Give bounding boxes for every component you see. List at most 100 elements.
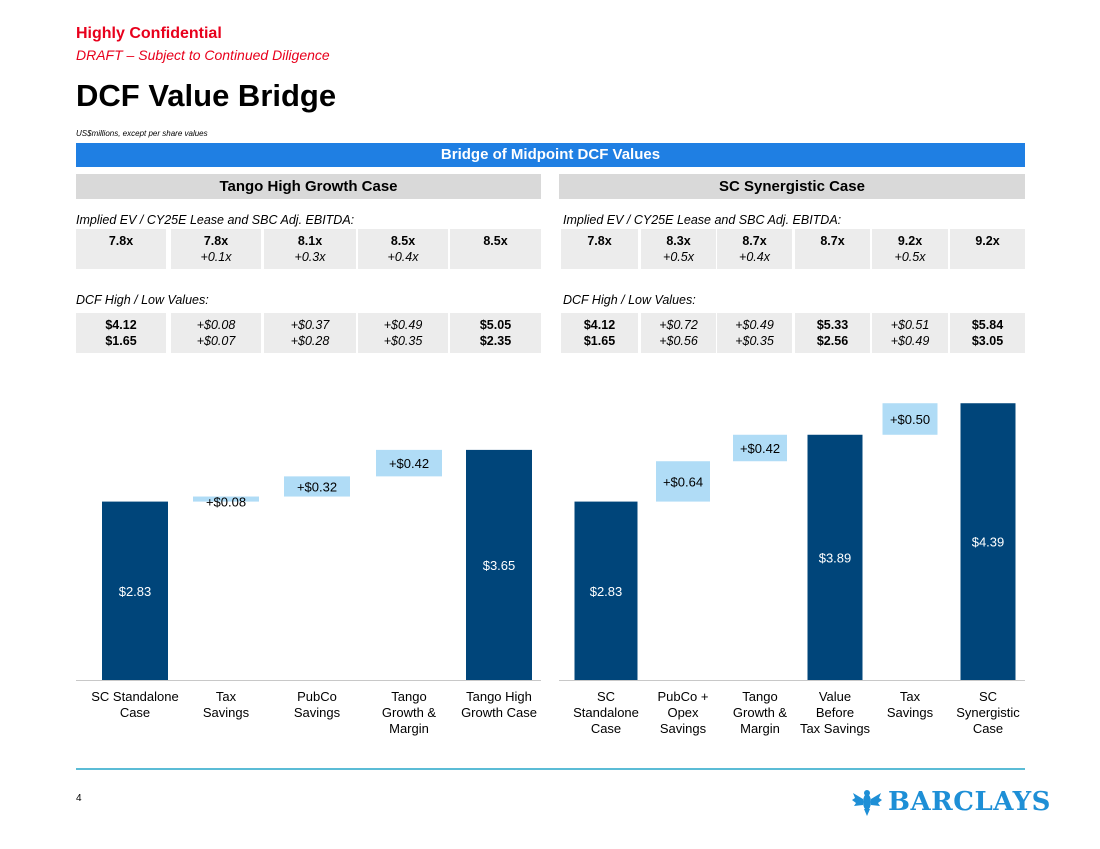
dcf-value-value-top: $4.12 [105,318,137,332]
bar-value-label: +$0.42 [389,456,429,471]
dcf-value-value-bottom: $1.65 [105,334,137,348]
x-tick-label: Tax Savings [202,689,250,720]
case-header-tango: Tango High Growth Case [76,174,541,199]
x-tick-label: Tax Savings [886,689,934,720]
ev-multiple-value-bottom: +0.1x [200,250,232,264]
bar-value-label: +$0.08 [206,495,246,510]
bar-value-label: +$0.32 [297,479,337,494]
bar-value-label: $4.39 [972,535,1005,550]
page-title: DCF Value Bridge [76,78,337,113]
ev-multiple-value-top: 7.8x [203,234,229,248]
dcf-value-value-top: +$0.37 [290,318,330,332]
dcf-value-cell: $4.12 $1.65 [76,313,166,353]
dcf-value-value-top: $5.05 [479,318,512,332]
dcf-value-cell: $4.12 $1.65 [561,313,638,353]
dcf-value-cell: +$0.72 +$0.56 [641,313,716,353]
logo-wordmark: BARCLAYS [888,787,1051,817]
increment-bar [284,476,350,497]
increment-bar [733,434,787,462]
total-bar [807,434,863,680]
dcf-value-value-top: +$0.51 [890,318,930,332]
dcf-value-value-bottom: +$0.35 [735,334,774,348]
x-tick-label: SC Standalone Case [573,689,639,736]
ev-multiple-value-top: 9.2x [897,234,923,248]
increment-bar [882,403,938,435]
ev-multiple-value-top: 8.1x [297,234,323,248]
ev-multiple-value-bottom: +0.3x [294,250,326,264]
ev-multiple-value-bottom: +0.5x [894,250,926,264]
ev-multiple-cell: 8.5x +0.4x [358,229,448,269]
bar-value-label: +$0.64 [663,474,703,489]
dcf-value-value-top: +$0.72 [659,318,698,332]
ev-multiple-value-bottom: +0.5x [663,250,694,264]
dcf-value-value-bottom: +$0.28 [290,334,330,348]
x-tick-label: Tango Growth & Margin [381,689,437,736]
bar-value-label: $2.83 [119,584,152,599]
dcf-value-cell: +$0.37 +$0.28 [264,313,356,353]
dcf-value-cell: +$0.49 +$0.35 [358,313,448,353]
dcf-value-value-bottom: +$0.35 [383,334,423,348]
x-tick-label: SC Standalone Case [91,689,179,720]
x-tick-label: PubCo + Opex Savings [657,689,709,736]
dcf-value-value-top: +$0.49 [383,318,423,332]
ev-multiple-value-top: 8.5x [483,234,508,248]
ev-multiple-value-top: 8.7x [742,234,767,248]
dcf-value-cell: $5.84 $3.05 [950,313,1025,353]
ev-multiple-cell: 9.2x [950,229,1025,269]
ev-multiple-value-top: 8.5x [390,234,416,248]
dcf-value-value-top: +$0.08 [196,318,236,332]
footer-rule [76,768,1025,770]
ev-multiple-value-top: 7.8x [587,234,612,248]
confidentiality-label: Highly Confidential [76,25,222,42]
dcf-value-value-top: $5.33 [816,318,849,332]
dcf-value-cell: +$0.08 +$0.07 [171,313,261,353]
ev-multiple-cell: 8.3x +0.5x [641,229,716,269]
dcf-value-value-top: $5.84 [971,318,1004,332]
barclays-logo: BARCLAYS [852,782,1051,822]
case-header-synergistic: SC Synergistic Case [559,174,1025,199]
ev-multiple-value-top: 8.7x [820,234,845,248]
bar-value-label: +$0.50 [890,412,930,427]
eagle-icon [852,790,882,816]
dcf-value-value-bottom: $2.35 [479,334,512,348]
ev-multiple-cell: 7.8x +0.1x [171,229,261,269]
page-number: 4 [76,793,82,804]
dcf-value-value-bottom: $1.65 [583,334,616,348]
chart-baseline [559,680,1025,681]
dcf-value-cell: $5.05 $2.35 [450,313,541,353]
bar-value-label: $3.65 [483,558,516,573]
bar-value-label: $2.83 [590,584,623,599]
draft-notice: DRAFT – Subject to Continued Diligence [76,47,330,63]
increment-bar [656,461,710,502]
chart-baseline [76,680,541,681]
units-note: US$millions, except per share values [76,129,208,138]
dcf-value-value-bottom: +$0.07 [196,334,236,348]
dcf-value-value-top: $4.12 [583,318,616,332]
section-banner: Bridge of Midpoint DCF Values [76,143,1025,167]
ev-multiple-cell: 8.7x [795,229,870,269]
increment-bar [376,449,442,477]
ev-multiple-value-top: 8.3x [666,234,691,248]
bar-value-label: $3.89 [819,550,852,565]
total-bar [466,449,532,680]
ev-multiple-cell: 8.5x [450,229,541,269]
ev-multiple-cell: 7.8x [76,229,166,269]
total-bar [960,403,1016,680]
x-tick-label: Tango Growth & Margin [732,689,788,736]
increment-bar [193,496,259,502]
ev-multiple-label: Implied EV / CY25E Lease and SBC Adj. EB… [563,213,842,227]
x-tick-label: Value Before Tax Savings [799,689,871,736]
dcf-value-value-bottom: $3.05 [971,334,1004,348]
dcf-values-label: DCF High / Low Values: [76,293,209,307]
x-tick-label: Tango High Growth Case [461,689,537,720]
dcf-values-label: DCF High / Low Values: [563,293,696,307]
ev-multiple-value-bottom: +0.4x [739,250,770,264]
ev-multiple-value-top: 7.8x [108,234,134,248]
x-tick-label: PubCo Savings [293,689,341,720]
dcf-value-value-bottom: +$0.49 [890,334,930,348]
total-bar [574,501,638,680]
ev-multiple-cell: 8.7x +0.4x [717,229,792,269]
ev-multiple-value-bottom: +0.4x [387,250,419,264]
dcf-value-value-top: +$0.49 [735,318,774,332]
dcf-value-value-bottom: $2.56 [816,334,849,348]
